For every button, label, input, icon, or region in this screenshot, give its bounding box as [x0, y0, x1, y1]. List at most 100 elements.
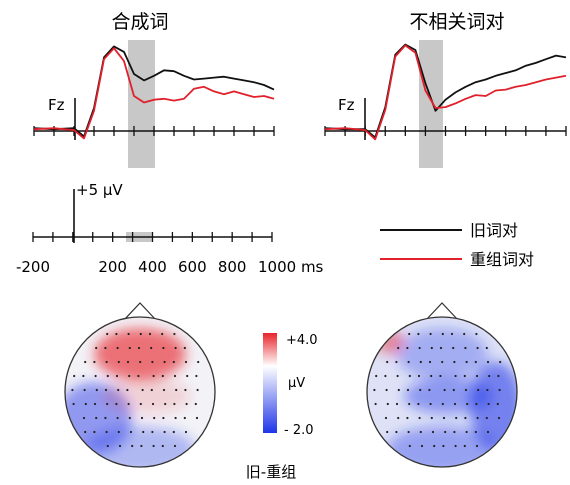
electrode-dot	[84, 360, 87, 364]
electrode-dot	[487, 402, 490, 406]
electrode-dot	[104, 388, 108, 392]
electrode-dot	[475, 402, 478, 406]
electrode-dot	[175, 388, 178, 392]
electrode-dot	[118, 444, 122, 448]
electrode-dot	[186, 374, 189, 378]
electrode-dot	[463, 444, 466, 448]
colorbar-max: +4.0	[286, 333, 318, 348]
electrode-dot	[406, 416, 409, 420]
electrode-dot	[148, 332, 152, 336]
electrode-dot	[397, 346, 400, 350]
electrode-dot	[117, 430, 120, 434]
electrode-dot	[115, 374, 119, 378]
electrode-dot	[174, 346, 177, 350]
electrode-dot	[115, 402, 118, 406]
electrode-dot	[84, 402, 87, 406]
electrode-dot	[71, 388, 74, 392]
electrode-dot	[386, 360, 389, 364]
erp-panel-left: 合成词 Fz	[33, 11, 275, 168]
electrode-dot	[162, 388, 166, 392]
electrode-dot	[140, 444, 143, 448]
electrode-dot	[84, 430, 87, 434]
electrode-dot	[139, 360, 142, 364]
erp-waveforms-left	[33, 45, 275, 140]
electrode-dot	[197, 360, 200, 364]
electrode-dot	[93, 402, 97, 406]
electrode-dot	[106, 332, 109, 336]
electrode-dot	[161, 444, 164, 448]
electrode-dot	[397, 388, 400, 392]
electrode-dot	[127, 332, 130, 336]
electrode-dot	[408, 444, 411, 448]
electrode-dot	[395, 402, 399, 406]
electrode-dot	[463, 374, 466, 378]
electrode-dot	[150, 388, 153, 392]
electrode-dot	[408, 402, 411, 406]
panel-title-right: 不相关词对	[409, 11, 504, 33]
electrode-dot	[455, 416, 458, 420]
nose-marker	[123, 302, 157, 321]
electrode-dot	[173, 332, 176, 336]
electrode-dot	[417, 374, 421, 378]
electrode-dot	[83, 388, 86, 392]
electrode-dot	[442, 444, 445, 448]
electrode-dot	[183, 346, 186, 350]
electrode-dot	[161, 332, 164, 336]
nose-marker	[425, 302, 459, 321]
electrode-dot	[465, 360, 468, 364]
electrode-dot	[453, 360, 456, 364]
electrode-dot	[476, 346, 479, 350]
electrode-dot	[407, 430, 410, 434]
axis-ticks	[32, 232, 273, 242]
electrode-label-right: Fz	[338, 96, 355, 114]
electrode-dot	[430, 346, 433, 350]
electrode-dot	[128, 416, 131, 420]
electrode-dot	[184, 360, 188, 364]
electrode-dot	[439, 374, 442, 378]
electrode-dot	[443, 388, 446, 392]
electrode-dot	[104, 416, 107, 420]
electrode-dot	[441, 360, 444, 364]
electrode-dot	[486, 388, 489, 392]
electrode-dot	[128, 346, 131, 350]
electrode-dot	[428, 388, 431, 392]
electrode-dot	[453, 402, 457, 406]
electrode-dot	[476, 416, 479, 420]
colorbar-gradient	[263, 333, 277, 433]
electrode-dot	[139, 402, 142, 406]
topo-region-frontal	[396, 328, 488, 380]
electrode-dot	[151, 360, 154, 364]
electrode-dot	[465, 430, 468, 434]
electrode-dot	[395, 360, 398, 364]
panel-title-left: 合成词	[111, 11, 168, 33]
electrode-dot	[474, 430, 477, 434]
colorbar-min: - 2.0	[284, 423, 314, 438]
electrode-dot	[475, 332, 478, 336]
electrode-dot	[406, 346, 409, 350]
electrode-dot	[152, 374, 155, 378]
electrode-dot	[454, 374, 457, 378]
electrode-label-left: Fz	[48, 96, 65, 114]
series-line-old	[324, 43, 567, 139]
electrode-dot	[105, 360, 108, 364]
legend-label-old: 旧词对	[470, 221, 518, 240]
electrode-dot	[183, 416, 186, 420]
electrode-dot	[419, 388, 422, 392]
electrode-dot	[173, 402, 176, 406]
electrode-dot	[82, 374, 85, 378]
electrode-dot	[172, 430, 175, 434]
electrode-dot	[184, 388, 187, 392]
electrode-dot	[497, 374, 500, 378]
electrode-dot	[420, 444, 424, 448]
electrode-dot	[174, 416, 177, 420]
shaded-time-window	[128, 40, 155, 168]
electrode-dot	[375, 374, 378, 378]
electrode-dot	[196, 388, 199, 392]
electrode-dot	[93, 360, 96, 364]
time-tick-label: 200	[98, 258, 127, 276]
colorbar: +4.0 μV - 2.0	[263, 333, 318, 438]
electrode-dot	[485, 416, 488, 420]
electrode-dot	[129, 430, 133, 434]
